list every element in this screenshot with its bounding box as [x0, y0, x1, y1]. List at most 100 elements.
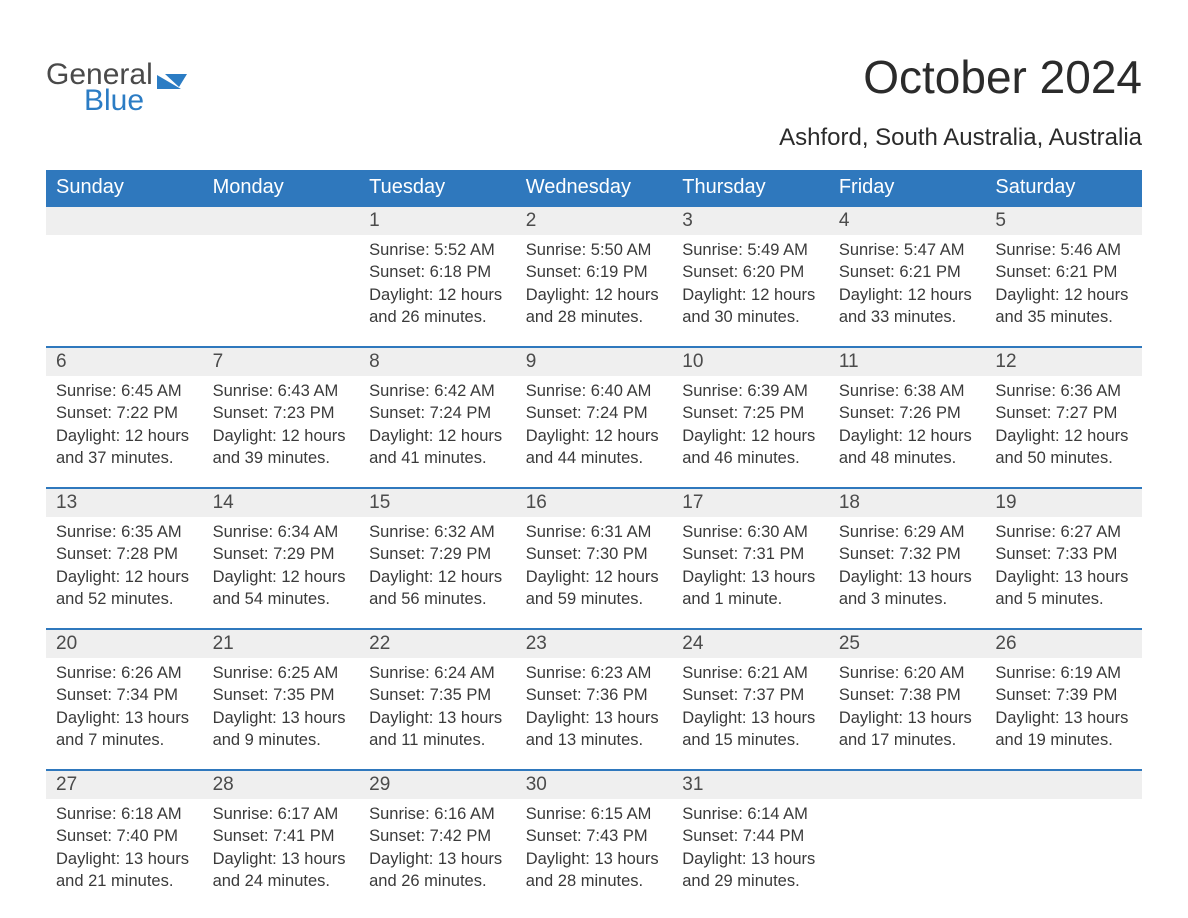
day-cell: Sunrise: 6:24 AMSunset: 7:35 PMDaylight:… [359, 658, 516, 770]
daylight-line-1: Daylight: 13 hours [995, 566, 1132, 588]
day-detail: Sunrise: 6:27 AMSunset: 7:33 PMDaylight:… [985, 517, 1142, 620]
daylight-line-1: Daylight: 13 hours [526, 848, 663, 870]
sunrise-line: Sunrise: 6:21 AM [682, 662, 819, 684]
day-cell: Sunrise: 6:19 AMSunset: 7:39 PMDaylight:… [985, 658, 1142, 770]
day-number-cell: 31 [672, 770, 829, 799]
day-cell: Sunrise: 6:16 AMSunset: 7:42 PMDaylight:… [359, 799, 516, 902]
week-body-row: Sunrise: 6:35 AMSunset: 7:28 PMDaylight:… [46, 517, 1142, 629]
day-cell: Sunrise: 6:32 AMSunset: 7:29 PMDaylight:… [359, 517, 516, 629]
daylight-line-1: Daylight: 12 hours [682, 425, 819, 447]
day-number: 10 [672, 348, 829, 376]
day-cell: Sunrise: 6:17 AMSunset: 7:41 PMDaylight:… [203, 799, 360, 902]
daylight-line-2: and 28 minutes. [526, 870, 663, 892]
daylight-line-1: Daylight: 13 hours [682, 566, 819, 588]
day-detail: Sunrise: 5:50 AMSunset: 6:19 PMDaylight:… [516, 235, 673, 338]
day-number-cell: 15 [359, 488, 516, 517]
page-header: General Blue October 2024 Ashford, South… [46, 50, 1142, 152]
day-number: 4 [829, 207, 986, 235]
daylight-line-1: Daylight: 13 hours [839, 566, 976, 588]
day-detail: Sunrise: 6:16 AMSunset: 7:42 PMDaylight:… [359, 799, 516, 902]
day-detail: Sunrise: 6:31 AMSunset: 7:30 PMDaylight:… [516, 517, 673, 620]
day-number [46, 207, 203, 235]
day-number: 22 [359, 630, 516, 658]
day-number: 13 [46, 489, 203, 517]
day-number: 23 [516, 630, 673, 658]
day-number-cell: 9 [516, 347, 673, 376]
day-number-cell: 8 [359, 347, 516, 376]
day-cell: Sunrise: 5:52 AMSunset: 6:18 PMDaylight:… [359, 235, 516, 347]
sunset-line: Sunset: 7:39 PM [995, 684, 1132, 706]
sunrise-line: Sunrise: 6:39 AM [682, 380, 819, 402]
day-number-cell: 10 [672, 347, 829, 376]
daylight-line-2: and 35 minutes. [995, 306, 1132, 328]
daylight-line-2: and 33 minutes. [839, 306, 976, 328]
sunset-line: Sunset: 7:43 PM [526, 825, 663, 847]
day-detail: Sunrise: 6:45 AMSunset: 7:22 PMDaylight:… [46, 376, 203, 479]
day-number: 15 [359, 489, 516, 517]
day-cell: Sunrise: 6:39 AMSunset: 7:25 PMDaylight:… [672, 376, 829, 488]
day-cell [829, 799, 986, 902]
daylight-line-1: Daylight: 12 hours [839, 284, 976, 306]
day-detail: Sunrise: 6:30 AMSunset: 7:31 PMDaylight:… [672, 517, 829, 620]
sunset-line: Sunset: 7:37 PM [682, 684, 819, 706]
daylight-line-1: Daylight: 12 hours [369, 566, 506, 588]
day-number [829, 771, 986, 799]
sunrise-line: Sunrise: 6:42 AM [369, 380, 506, 402]
week-daynum-row: 12345 [46, 206, 1142, 235]
sunrise-line: Sunrise: 6:31 AM [526, 521, 663, 543]
sunset-line: Sunset: 7:24 PM [369, 402, 506, 424]
day-detail: Sunrise: 6:42 AMSunset: 7:24 PMDaylight:… [359, 376, 516, 479]
sunset-line: Sunset: 7:41 PM [213, 825, 350, 847]
daylight-line-1: Daylight: 13 hours [56, 848, 193, 870]
day-number-cell: 24 [672, 629, 829, 658]
day-cell: Sunrise: 6:21 AMSunset: 7:37 PMDaylight:… [672, 658, 829, 770]
day-cell: Sunrise: 6:42 AMSunset: 7:24 PMDaylight:… [359, 376, 516, 488]
day-number-cell: 25 [829, 629, 986, 658]
day-cell: Sunrise: 5:46 AMSunset: 6:21 PMDaylight:… [985, 235, 1142, 347]
sunset-line: Sunset: 7:32 PM [839, 543, 976, 565]
day-cell: Sunrise: 6:35 AMSunset: 7:28 PMDaylight:… [46, 517, 203, 629]
day-cell: Sunrise: 6:18 AMSunset: 7:40 PMDaylight:… [46, 799, 203, 902]
day-number-cell [203, 206, 360, 235]
sunrise-line: Sunrise: 6:30 AM [682, 521, 819, 543]
day-cell: Sunrise: 6:38 AMSunset: 7:26 PMDaylight:… [829, 376, 986, 488]
day-number-cell: 13 [46, 488, 203, 517]
day-detail: Sunrise: 6:26 AMSunset: 7:34 PMDaylight:… [46, 658, 203, 761]
daylight-line-2: and 37 minutes. [56, 447, 193, 469]
day-header: Friday [829, 170, 986, 206]
day-detail: Sunrise: 5:46 AMSunset: 6:21 PMDaylight:… [985, 235, 1142, 338]
day-number [985, 771, 1142, 799]
daylight-line-1: Daylight: 12 hours [526, 566, 663, 588]
location-subtitle: Ashford, South Australia, Australia [779, 124, 1142, 152]
day-number: 3 [672, 207, 829, 235]
daylight-line-2: and 13 minutes. [526, 729, 663, 751]
sunrise-line: Sunrise: 6:45 AM [56, 380, 193, 402]
week-daynum-row: 20212223242526 [46, 629, 1142, 658]
daylight-line-2: and 30 minutes. [682, 306, 819, 328]
sunset-line: Sunset: 7:44 PM [682, 825, 819, 847]
sunrise-line: Sunrise: 6:25 AM [213, 662, 350, 684]
day-cell: Sunrise: 5:49 AMSunset: 6:20 PMDaylight:… [672, 235, 829, 347]
day-detail: Sunrise: 6:18 AMSunset: 7:40 PMDaylight:… [46, 799, 203, 902]
day-number-cell: 12 [985, 347, 1142, 376]
day-number-cell: 29 [359, 770, 516, 799]
day-number-cell: 20 [46, 629, 203, 658]
sunset-line: Sunset: 7:35 PM [213, 684, 350, 706]
day-number-cell: 7 [203, 347, 360, 376]
sunset-line: Sunset: 6:19 PM [526, 261, 663, 283]
day-number-cell: 3 [672, 206, 829, 235]
daylight-line-1: Daylight: 12 hours [526, 284, 663, 306]
day-cell [46, 235, 203, 347]
day-number: 19 [985, 489, 1142, 517]
daylight-line-2: and 59 minutes. [526, 588, 663, 610]
sunset-line: Sunset: 6:18 PM [369, 261, 506, 283]
day-number: 18 [829, 489, 986, 517]
daylight-line-1: Daylight: 12 hours [995, 284, 1132, 306]
sunset-line: Sunset: 7:28 PM [56, 543, 193, 565]
daylight-line-1: Daylight: 13 hours [369, 848, 506, 870]
day-number: 27 [46, 771, 203, 799]
daylight-line-2: and 24 minutes. [213, 870, 350, 892]
sunset-line: Sunset: 7:25 PM [682, 402, 819, 424]
day-number-cell [985, 770, 1142, 799]
daylight-line-2: and 29 minutes. [682, 870, 819, 892]
